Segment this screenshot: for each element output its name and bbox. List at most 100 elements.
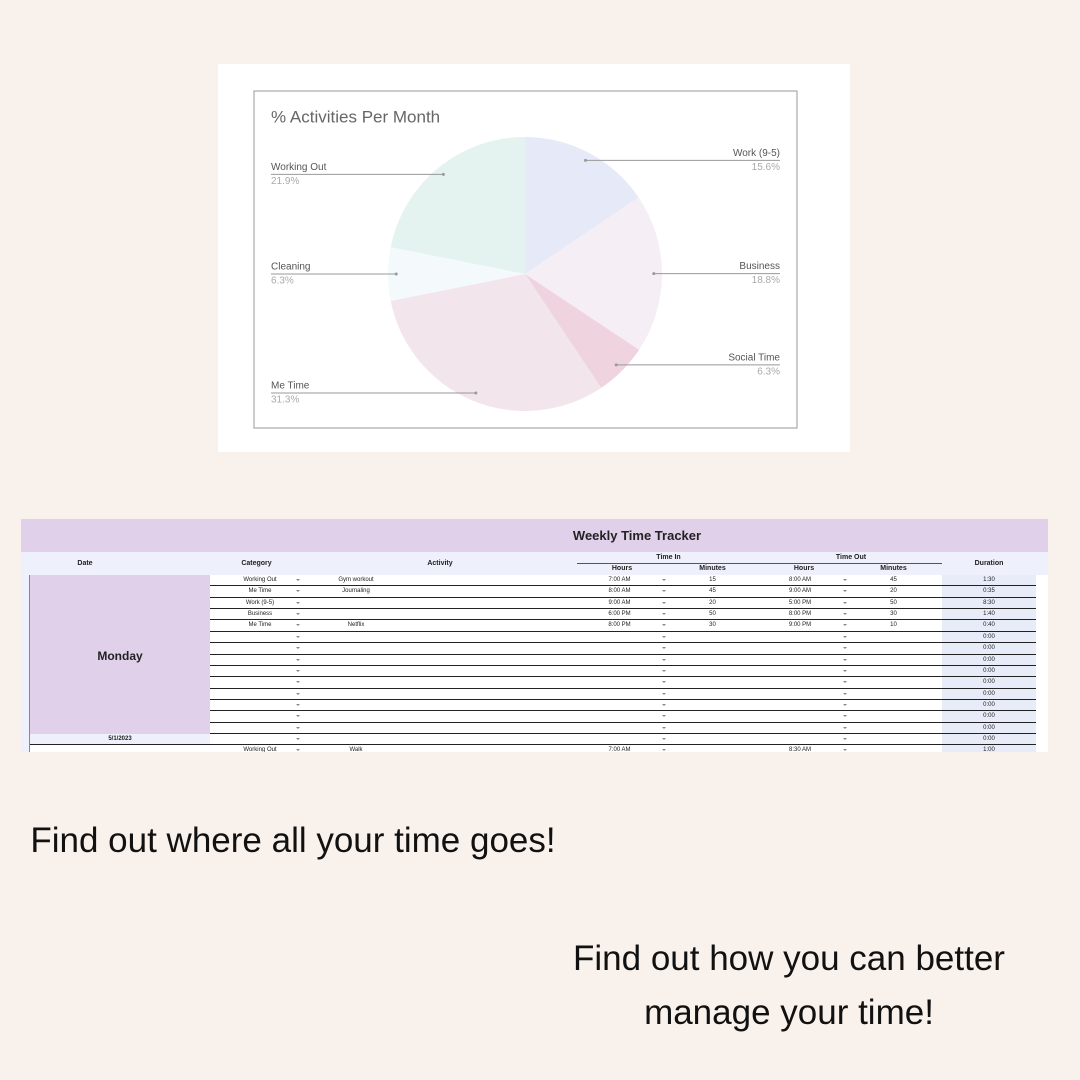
slice-label: Business [739, 261, 780, 272]
dropdown-arrow [843, 579, 847, 581]
table-cell: Walk [349, 747, 363, 752]
chart-card: % Activities Per Month Work (9-5) 15.6% Bu… [218, 64, 850, 452]
dropdown-arrow [662, 579, 666, 581]
title-bar [21, 519, 1048, 552]
table-cell: 0:00 [983, 679, 995, 686]
slice-value: 31.3% [271, 395, 299, 406]
table-cell: 8:30 AM [788, 747, 811, 752]
column-header: Minutes [699, 565, 726, 572]
dropdown-arrow [843, 692, 847, 695]
dropdown-arrow [296, 738, 300, 741]
dropdown-arrow [662, 624, 666, 627]
chart-frame [253, 90, 798, 429]
dropdown-arrow [296, 658, 300, 661]
dropdown-arrow [662, 692, 666, 695]
day-cell [30, 575, 210, 735]
table-cell: 45 [890, 577, 897, 583]
table-cell: 0:00 [983, 656, 995, 663]
dropdown-arrow [296, 647, 300, 650]
table-cell: 9:00 PM [788, 622, 812, 629]
table-cell: Me Time [248, 622, 272, 629]
row-rule [210, 687, 1036, 689]
dropdown-arrow [843, 658, 847, 661]
leader-dot [584, 158, 588, 162]
leader-dot [441, 172, 445, 176]
dropdown-arrow [843, 715, 847, 718]
dropdown-arrow [843, 635, 847, 638]
chart: % Activities Per Month Work (9-5) 15.6% Bu… [253, 90, 798, 429]
dropdown-arrow [662, 703, 666, 706]
slice-label: Cleaning [271, 262, 310, 273]
table-cell: Journaling [342, 588, 370, 595]
table-cell: Working Out [243, 577, 277, 583]
table-cell: 7:00 AM [608, 577, 631, 583]
pie-slice [390, 274, 602, 411]
dropdown-arrow [296, 692, 300, 695]
table-cell: Me Time [248, 588, 272, 595]
column-header: Date [77, 560, 93, 567]
slice-label: Social Time [728, 353, 780, 364]
slice-value: 21.9% [271, 176, 299, 187]
dropdown-arrow [662, 726, 666, 729]
dropdown-arrow [296, 703, 300, 706]
table-cell: 1:40 [983, 611, 995, 618]
row-rule [210, 619, 1036, 621]
table-cell: 30 [890, 611, 897, 618]
table-cell: 9:00 AM [608, 599, 631, 606]
table-cell: 20 [709, 599, 716, 606]
dropdown-arrow [662, 647, 666, 650]
caption: Find out how you can better manage your … [573, 939, 1005, 1032]
dropdown-arrow [843, 749, 847, 752]
column-header: Minutes [880, 565, 907, 572]
date-cell [30, 734, 210, 746]
table-cell: 15 [709, 577, 716, 583]
column-header: Duration [974, 560, 1004, 567]
dropdown-arrow [296, 579, 300, 581]
dropdown-arrow [843, 613, 847, 616]
table-cell: 8:30 [983, 599, 995, 606]
leader-dot [394, 272, 398, 276]
dropdown-arrow [296, 669, 300, 672]
slice-value: 18.8% [752, 275, 780, 286]
table-cell: 0:00 [983, 667, 995, 674]
column-header: Hours [793, 565, 815, 572]
date-border [21, 575, 30, 752]
leader-dot [614, 363, 618, 367]
dropdown-arrow [843, 590, 847, 593]
row-rule [210, 721, 1036, 723]
tracker-table: Weekly Time Tracker Date Category Activity… [21, 519, 1048, 752]
table-cell: 8:00 PM [788, 611, 812, 618]
row-rule [210, 744, 1036, 746]
row-rule [210, 664, 1036, 666]
slice-label: Me Time [271, 381, 310, 392]
slice-value: 15.6% [752, 162, 780, 173]
table-cell: 7:00 AM [608, 747, 631, 752]
slice-value: 6.3% [271, 276, 294, 287]
leader-dot [474, 391, 478, 395]
dropdown-arrow [843, 726, 847, 729]
row-rule [210, 642, 1036, 644]
date-label: 5/1/2023 [108, 736, 132, 743]
table-cell: Working Out [243, 747, 277, 752]
dropdown-arrow [296, 624, 300, 627]
pie-slice [390, 137, 525, 274]
pie-slice [525, 137, 639, 274]
table-cell: Business [247, 611, 273, 618]
row-rule [210, 608, 1036, 610]
table-cell: 45 [709, 588, 716, 595]
header-rule [577, 563, 942, 564]
dropdown-arrow [662, 613, 666, 616]
table-cell: 0:00 [983, 724, 995, 731]
dropdown-arrow [662, 658, 666, 661]
row-rule [210, 710, 1036, 712]
dropdown-arrow [296, 590, 300, 593]
table-cell: 50 [709, 611, 716, 618]
dropdown-arrow [296, 726, 300, 729]
leader-dot [652, 272, 656, 276]
table-cell: 50 [890, 599, 897, 606]
dropdown-arrow [843, 601, 847, 604]
slice-label: Work (9-5) [733, 148, 780, 159]
table-cell: 1:30 [983, 577, 995, 583]
table-cell: 0:00 [983, 736, 995, 743]
table-cell: 0:40 [983, 622, 995, 629]
